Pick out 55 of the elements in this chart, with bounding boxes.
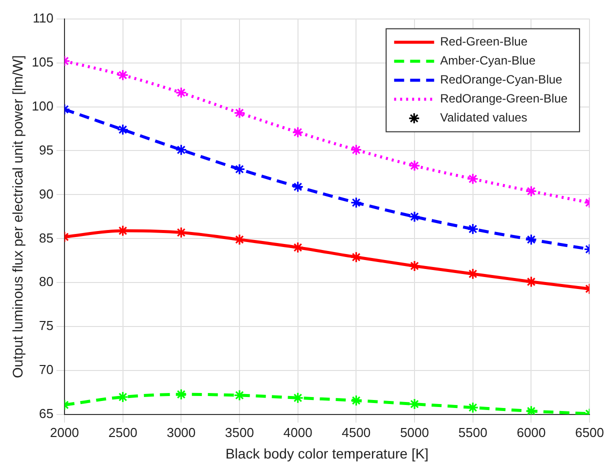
y-tick-label: 80 [39,274,54,290]
x-tick-label: 3000 [166,424,196,440]
legend-label: Amber-Cyan-Blue [440,54,536,68]
y-tick-label: 75 [39,318,54,334]
x-tick-label: 3500 [225,424,254,440]
x-tick-label: 4500 [342,424,371,440]
point [525,405,537,415]
legend-label: Red-Green-Blue [440,34,528,49]
point [234,234,246,246]
y-tick-label: 65 [39,406,54,422]
x-tick-label: 5500 [458,424,488,440]
point [525,185,537,197]
point [234,163,246,176]
y-tick-label: 100 [32,98,54,114]
point [234,389,246,402]
point [175,144,187,156]
y-tick-label: 105 [32,54,54,70]
y-tick-label: 70 [39,362,54,378]
x-tick-label: 2500 [108,424,138,440]
point [467,223,479,235]
point [467,173,479,185]
legend-label: RedOrange-Cyan-Blue [440,72,563,87]
point [350,394,362,406]
x-axis-title: Black body color temperature [K] [225,445,429,462]
point [117,69,129,81]
point [408,160,420,172]
x-tick-label: 2000 [50,424,79,440]
y-tick-label: 95 [39,142,54,158]
legend-label: Validated values [440,110,528,125]
x-tick-label: 6000 [516,424,546,440]
y-tick-label: 110 [32,10,54,26]
point [408,260,420,272]
point [408,210,420,222]
x-tick-label: 4000 [283,424,312,440]
point [117,391,129,403]
point [350,251,362,263]
point [175,86,187,98]
point [292,126,304,138]
point [350,196,362,208]
x-tick-label: 6500 [575,424,604,440]
legend-label: RedOrange-Green-Blue [440,92,568,106]
point [525,234,537,246]
point [234,107,246,119]
point [292,180,304,193]
point [350,144,362,156]
point [292,392,304,404]
point [525,276,537,288]
point [117,124,129,136]
y-tick-label: 90 [39,186,54,202]
x-tick-label: 5000 [400,424,429,440]
point [292,242,304,254]
y-axis-title: Output luminous flux per electrical unit power [lm/W] [9,55,26,378]
y-tick-label: 85 [39,230,54,246]
point [408,398,420,410]
point [467,402,479,414]
